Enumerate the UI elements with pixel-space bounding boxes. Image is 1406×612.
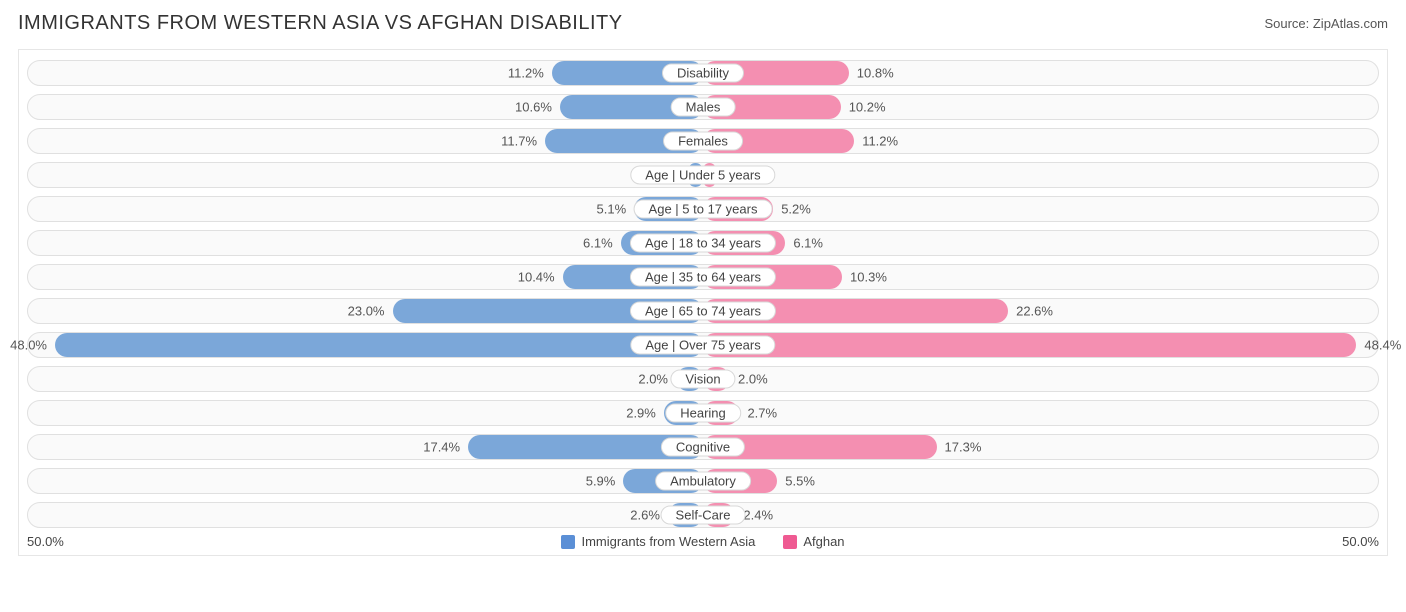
row-right-half: 17.3%	[703, 435, 1378, 459]
row-left-half: 2.6%	[28, 503, 703, 527]
row-left-half: 1.1%	[28, 163, 703, 187]
chart-row: 17.4% 17.3% Cognitive	[27, 434, 1379, 460]
category-label: Age | 65 to 74 years	[630, 302, 776, 321]
legend-swatch-left	[561, 535, 575, 549]
chart-row: 11.2% 10.8% Disability	[27, 60, 1379, 86]
category-label: Males	[671, 98, 736, 117]
category-label: Females	[663, 132, 743, 151]
category-label: Ambulatory	[655, 472, 751, 491]
chart-row: 1.1%0.94%Age | Under 5 years	[27, 162, 1379, 188]
row-right-half: 10.3%	[703, 265, 1378, 289]
source-attribution: Source: ZipAtlas.com	[1264, 16, 1388, 31]
right-bar	[703, 333, 1356, 357]
legend: Immigrants from Western Asia Afghan	[87, 534, 1319, 549]
left-value-label: 10.6%	[515, 100, 552, 115]
row-right-half: 5.2%	[703, 197, 1378, 221]
row-left-half: 17.4%	[28, 435, 703, 459]
row-right-half: 48.4%	[703, 333, 1378, 357]
legend-label-right: Afghan	[803, 534, 844, 549]
chart-row: 2.6% 2.4%Self-Care	[27, 502, 1379, 528]
chart-row: 5.1% 5.2% Age | 5 to 17 years	[27, 196, 1379, 222]
row-left-half: 2.9%	[28, 401, 703, 425]
right-value-label: 10.3%	[850, 270, 887, 285]
left-value-label: 2.0%	[638, 372, 668, 387]
right-value-label: 5.5%	[785, 474, 815, 489]
row-left-half: 11.2%	[28, 61, 703, 85]
row-right-half: 11.2%	[703, 129, 1378, 153]
chart-title: IMMIGRANTS FROM WESTERN ASIA VS AFGHAN D…	[18, 12, 623, 35]
left-bar	[55, 333, 703, 357]
left-value-label: 17.4%	[423, 440, 460, 455]
row-left-half: 5.1%	[28, 197, 703, 221]
chart-row: 10.4% 10.3% Age | 35 to 64 years	[27, 264, 1379, 290]
legend-swatch-right	[783, 535, 797, 549]
rows-container: 11.2% 10.8% Disability 10.6% 10.2% Males 11.7%…	[27, 60, 1379, 528]
left-value-label: 48.0%	[10, 338, 47, 353]
row-right-half: 6.1%	[703, 231, 1378, 255]
category-label: Hearing	[665, 404, 741, 423]
category-label: Self-Care	[661, 506, 746, 525]
chart-row: 48.0%48.4%Age | Over 75 years	[27, 332, 1379, 358]
row-right-half: 2.0%	[703, 367, 1378, 391]
row-left-half: 10.6%	[28, 95, 703, 119]
chart-row: 10.6% 10.2% Males	[27, 94, 1379, 120]
legend-item-left: Immigrants from Western Asia	[561, 534, 755, 549]
left-value-label: 5.9%	[586, 474, 616, 489]
row-left-half: 48.0%	[28, 333, 703, 357]
category-label: Age | 5 to 17 years	[634, 200, 773, 219]
right-value-label: 2.7%	[747, 406, 777, 421]
chart-area: 11.2% 10.8% Disability 10.6% 10.2% Males 11.7%…	[18, 49, 1388, 556]
row-left-half: 6.1%	[28, 231, 703, 255]
row-right-half: 22.6%	[703, 299, 1378, 323]
legend-item-right: Afghan	[783, 534, 844, 549]
row-left-half: 2.0%	[28, 367, 703, 391]
right-value-label: 10.8%	[857, 66, 894, 81]
left-value-label: 11.7%	[501, 134, 537, 149]
right-value-label: 2.4%	[743, 508, 773, 523]
left-value-label: 6.1%	[583, 236, 613, 251]
chart-footer: 50.0% Immigrants from Western Asia Afgha…	[27, 534, 1379, 549]
right-value-label: 10.2%	[849, 100, 886, 115]
row-right-half: 0.94%	[703, 163, 1378, 187]
right-value-label: 11.2%	[862, 134, 898, 149]
row-right-half: 5.5%	[703, 469, 1378, 493]
category-label: Vision	[670, 370, 735, 389]
category-label: Age | Under 5 years	[630, 166, 775, 185]
row-left-half: 5.9%	[28, 469, 703, 493]
row-right-half: 10.8%	[703, 61, 1378, 85]
left-value-label: 23.0%	[348, 304, 385, 319]
left-value-label: 11.2%	[508, 66, 544, 81]
row-left-half: 10.4%	[28, 265, 703, 289]
category-label: Cognitive	[661, 438, 745, 457]
row-right-half: 2.7%	[703, 401, 1378, 425]
right-value-label: 48.4%	[1364, 338, 1401, 353]
chart-row: 2.9% 2.7% Hearing	[27, 400, 1379, 426]
axis-left-end: 50.0%	[27, 534, 87, 549]
category-label: Age | Over 75 years	[630, 336, 775, 355]
right-value-label: 2.0%	[738, 372, 768, 387]
chart-row: 5.9% 5.5% Ambulatory	[27, 468, 1379, 494]
chart-row: 6.1% 6.1% Age | 18 to 34 years	[27, 230, 1379, 256]
chart-row: 11.7% 11.2% Females	[27, 128, 1379, 154]
left-value-label: 2.6%	[630, 508, 660, 523]
row-left-half: 23.0%	[28, 299, 703, 323]
category-label: Disability	[662, 64, 744, 83]
axis-right-end: 50.0%	[1319, 534, 1379, 549]
left-value-label: 5.1%	[597, 202, 627, 217]
header: IMMIGRANTS FROM WESTERN ASIA VS AFGHAN D…	[18, 12, 1388, 35]
category-label: Age | 18 to 34 years	[630, 234, 776, 253]
right-value-label: 6.1%	[793, 236, 823, 251]
category-label: Age | 35 to 64 years	[630, 268, 776, 287]
row-right-half: 2.4%	[703, 503, 1378, 527]
left-value-label: 10.4%	[518, 270, 555, 285]
row-left-half: 11.7%	[28, 129, 703, 153]
chart-row: 2.0% 2.0%Vision	[27, 366, 1379, 392]
row-right-half: 10.2%	[703, 95, 1378, 119]
chart-row: 23.0% 22.6% Age | 65 to 74 years	[27, 298, 1379, 324]
left-value-label: 2.9%	[626, 406, 656, 421]
right-value-label: 5.2%	[781, 202, 811, 217]
right-value-label: 22.6%	[1016, 304, 1053, 319]
right-value-label: 17.3%	[945, 440, 982, 455]
legend-label-left: Immigrants from Western Asia	[581, 534, 755, 549]
